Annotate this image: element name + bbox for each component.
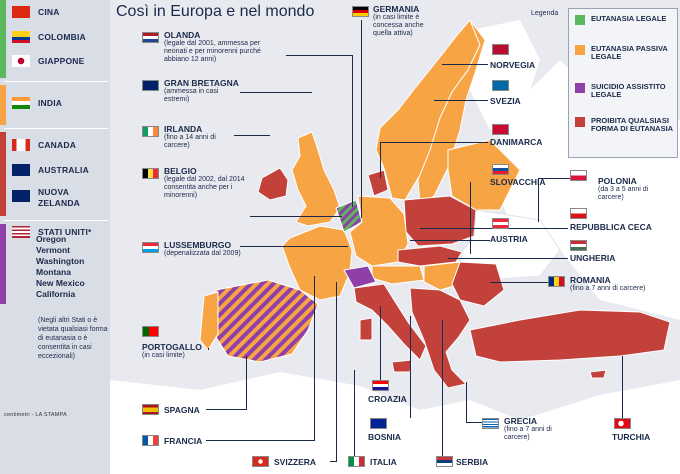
romania-shape [451, 261, 505, 307]
denmark-shape [367, 169, 389, 197]
hungary-flag-icon [570, 240, 587, 251]
label-svezia: SVEZIA [490, 96, 521, 106]
label-danimarca: DANIMARCA [490, 137, 543, 147]
switzerland-flag-icon [252, 456, 269, 467]
label-bosnia: BOSNIA [368, 432, 402, 442]
label-belgio: BELGIO (legale dal 2002, dal 2014 consen… [164, 166, 245, 199]
germany-flag-icon [352, 6, 369, 17]
label-olanda: OLANDA (legale dal 2001, ammessa per neo… [164, 30, 261, 63]
label-austria: AUSTRIA [490, 234, 528, 244]
japan-flag-icon [12, 55, 30, 67]
luxembourg-flag-icon [142, 242, 159, 253]
label-canada: CANADA [38, 140, 77, 150]
prohibited-stripe [0, 132, 6, 216]
credit: centimetri - LA STAMPA [4, 412, 67, 418]
norway-flag-icon [492, 44, 509, 55]
australia-flag-icon [12, 164, 30, 176]
ireland-shape [257, 167, 289, 201]
poland-flag-icon [570, 170, 587, 181]
label-germania: GERMANIA (in casi limite è concessa anch… [373, 4, 424, 37]
label-colombia: COLOMBIA [38, 32, 86, 42]
usa-flag-icon [12, 226, 30, 238]
label-francia: FRANCIA [164, 436, 203, 446]
turkey-flag-icon [614, 418, 631, 429]
label-ungheria: UNGHERIA [570, 253, 616, 263]
czech-flag-icon [570, 208, 587, 219]
bosnia-flag-icon [370, 418, 387, 429]
label-croazia: CROAZIA [368, 394, 407, 404]
italy-shape [353, 283, 427, 361]
page-title: Così in Europa e nel mondo [116, 3, 315, 20]
label-cina: CINA [38, 7, 60, 17]
croatia-flag-icon [372, 380, 389, 391]
label-australia: AUSTRALIA [38, 165, 89, 175]
spain-flag-icon [142, 404, 159, 415]
uk-flag-icon [142, 80, 159, 91]
uk-shape [291, 131, 341, 227]
africa-land [110, 372, 680, 474]
sardinia-shape [359, 317, 373, 341]
label-romania: ROMANIA (fino a 7 anni di carcere) [570, 275, 646, 292]
greece-flag-icon [482, 418, 499, 429]
label-polonia: POLONIA (da 3 a 5 anni di carcere) [598, 176, 649, 201]
slovakia-flag-icon [492, 164, 509, 175]
serbia-flag-icon [436, 456, 453, 467]
balkans-shape [409, 287, 471, 389]
legend-heading: Legenda [531, 10, 559, 17]
suicide-stripe [0, 224, 6, 304]
spain-shape [213, 279, 319, 363]
label-irlanda: IRLANDA (fino a 14 anni di carcere) [164, 124, 216, 149]
label-india: INDIA [38, 98, 63, 108]
canada-flag-icon [12, 139, 30, 151]
austria-flag-icon [492, 218, 509, 229]
new-zealand-flag-icon [12, 190, 30, 202]
label-spagna: SPAGNA [164, 405, 200, 415]
portugal-flag-icon [142, 326, 159, 337]
ireland-flag-icon [142, 126, 159, 137]
label-serbia: SERBIA [456, 457, 489, 467]
label-portogallo: PORTOGALLO (in casi limite) [142, 342, 202, 359]
label-italia: ITALIA [370, 457, 397, 467]
turkey-shape [469, 309, 671, 363]
label-slovacchia: SLOVACCHIA [490, 177, 546, 187]
romania-flag-icon [548, 276, 565, 287]
label-stati-uniti: STATI UNITI* [38, 227, 92, 237]
baltic-shape [447, 139, 521, 211]
label-turchia: TURCHIA [612, 432, 651, 442]
portugal-shape [199, 291, 219, 351]
label-svizzera: SVIZZERA [274, 457, 317, 467]
label-repubblica-ceca: REPUBBLICA CECA [570, 222, 652, 232]
label-norvegia: NORVEGIA [490, 60, 536, 70]
germany-shape [349, 195, 409, 267]
switzerland-shape [343, 265, 377, 289]
sicily-shape [391, 359, 413, 373]
france-flag-icon [142, 435, 159, 446]
belgium-flag-icon [142, 168, 159, 179]
italy-flag-icon [348, 456, 365, 467]
label-grecia: GRECIA (fino a 7 anni di carcere) [504, 416, 552, 441]
world-panel: CINA COLOMBIA GIAPPONE INDIA CANADA AUST… [0, 0, 110, 474]
label-lussemburgo: LUSSEMBURGO (depenalizzata dal 2009) [164, 240, 241, 257]
passive-stripe [0, 85, 6, 125]
france-shape [281, 225, 353, 301]
label-nuova-zelanda: NUOVA ZELANDA [38, 187, 81, 208]
india-flag-icon [12, 97, 30, 109]
denmark-flag-icon [492, 124, 509, 135]
states-list: Oregon Vermont Washington Montana New Me… [36, 234, 85, 299]
label-gran-bretagna: GRAN BRETAGNA (ammessa in casi estremi) [164, 78, 239, 103]
colombia-flag-icon [12, 31, 30, 43]
netherlands-flag-icon [142, 32, 159, 43]
legal-stripe [0, 0, 6, 78]
legend-box: EUTANASIA LEGALE EUTANASIA PASSIVA LEGAL… [568, 8, 678, 158]
states-note: (Negli altri Stati o è vietata qualsiasi… [38, 317, 108, 360]
label-giappone: GIAPPONE [38, 56, 85, 66]
china-flag-icon [12, 6, 30, 18]
sweden-flag-icon [492, 80, 509, 91]
